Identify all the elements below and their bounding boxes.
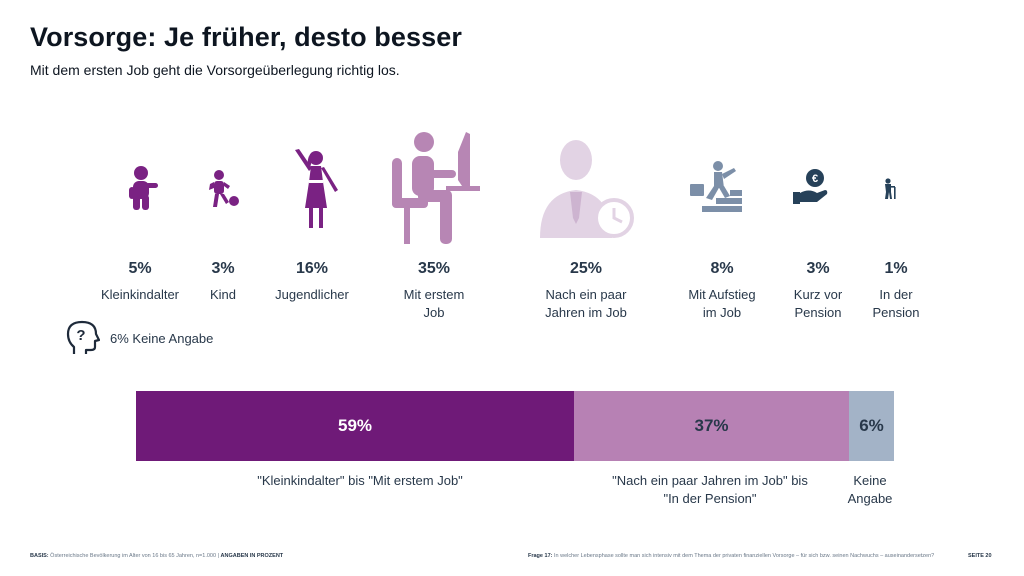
footer-basis-label: BASIS: <box>30 553 49 559</box>
phase-value-label: 1% <box>884 260 908 277</box>
phase-value-label: 35% <box>417 260 451 277</box>
page-title: Vorsorge: Je früher, desto besser <box>30 22 462 52</box>
phase-category-label: Jugendlicher <box>275 287 349 302</box>
stacked-bar-category-label: "Nach ein paar Jahren im Job" bis "In der… <box>612 473 808 506</box>
question-head-icon: ? <box>66 320 100 354</box>
phase-category-label: Kurz vor Pension <box>793 287 843 320</box>
child-ball-icon <box>209 170 239 207</box>
footer-basis-text: Österreichische Bevölkerung im Alter von… <box>50 553 217 559</box>
phase-item: 35% Mit erstem Job <box>374 260 494 322</box>
phase-item: 16% Jugendlicher <box>252 260 372 304</box>
footer-page: SEITE 20 <box>968 553 992 559</box>
footer-unit: ANGABEN IN PROZENT <box>220 553 284 559</box>
stacked-bar-segment: 6% <box>849 391 894 461</box>
phase-value-label: 3% <box>806 260 830 277</box>
teen-girl-icon <box>295 149 338 228</box>
person-at-computer-icon <box>392 132 480 244</box>
svg-text:?: ? <box>76 327 85 344</box>
no-answer-note: ? 6% Keine Angabe <box>66 320 213 356</box>
toddler-icon <box>129 166 158 210</box>
phase-value-label: 25% <box>569 260 603 277</box>
no-answer-label: 6% Keine Angabe <box>110 330 214 346</box>
stacked-bar-segment: 37% <box>574 391 849 461</box>
stacked-bar-category-label: "Kleinkindalter" bis "Mit erstem Job" <box>257 473 463 488</box>
summary-stacked-bar: 59% 37% 6% <box>136 391 894 461</box>
phase-item: 3% Kind <box>163 260 283 304</box>
phase-value-label: 16% <box>295 260 329 277</box>
page-subtitle: Mit dem ersten Job geht die Vorsorgeüber… <box>30 62 400 78</box>
phase-category-label: Mit erstem Job <box>403 287 465 320</box>
businessman-clock-icon <box>540 140 634 238</box>
phase-category-label: In der Pension <box>872 287 920 320</box>
phase-category-label: Kind <box>209 287 237 302</box>
elderly-cane-icon <box>885 178 896 199</box>
stacked-bar-category-label: Keine Angabe <box>847 473 893 506</box>
footer-question-text: In welcher Lebensphase sollte man sich i… <box>554 553 935 559</box>
footer-page-number: SEITE 20 <box>968 553 992 559</box>
hand-coin-icon: € <box>793 169 828 204</box>
phase-item: 3% Kurz vor Pension <box>758 260 878 322</box>
phase-item: 5% Kleinkindalter <box>80 260 200 304</box>
phase-value-label: 5% <box>128 260 152 277</box>
stacked-bar-segment: 59% <box>136 391 574 461</box>
footer-question: Frage 17: In welcher Lebensphase sollte … <box>528 553 934 559</box>
phase-category-label: Kleinkindalter <box>100 287 180 302</box>
phase-category-label: Mit Aufstieg im Job <box>688 287 756 320</box>
phase-value-label: 3% <box>211 260 235 277</box>
climbing-stairs-icon <box>690 161 742 212</box>
phase-category-label: Nach ein paar Jahren im Job <box>545 287 627 320</box>
phase-value-label: 8% <box>710 260 734 277</box>
phase-item: 25% Nach ein paar Jahren im Job <box>526 260 646 322</box>
svg-text:€: € <box>812 173 818 185</box>
footer-basis: BASIS: Österreichische Bevölkerung im Al… <box>30 553 284 559</box>
footer-question-label: Frage 17: <box>528 553 553 559</box>
phase-item: 1% In der Pension <box>836 260 956 322</box>
phase-item: 8% Mit Aufstieg im Job <box>662 260 782 322</box>
